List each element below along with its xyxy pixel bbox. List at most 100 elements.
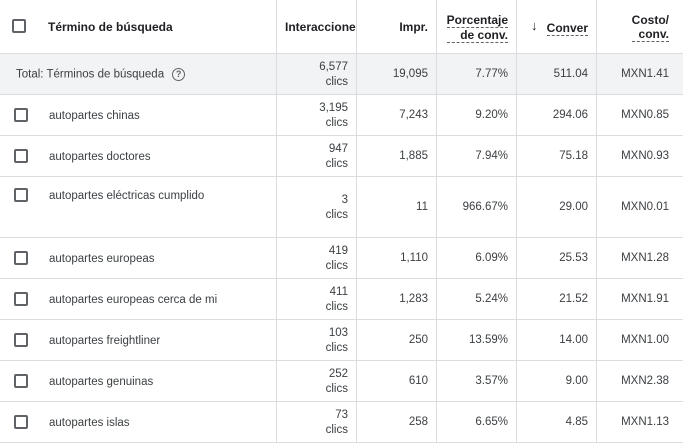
total-conv-rate-cell: 7.77% bbox=[437, 54, 517, 94]
header-cost[interactable]: Costo/ conv. bbox=[631, 13, 669, 42]
table-row[interactable]: autopartes europeas 419 clics 1,110 6.09… bbox=[0, 238, 683, 279]
interactions-wrap: 411 clics bbox=[326, 285, 348, 315]
cost-cell: MXN1.00 bbox=[597, 320, 683, 360]
header-cost-line1: Costo/ bbox=[631, 13, 669, 27]
cost-value: MXN1.91 bbox=[621, 293, 669, 305]
total-impr: 19,095 bbox=[392, 68, 428, 80]
interactions-wrap: 103 clics bbox=[326, 326, 348, 356]
interactions-value: 411 bbox=[329, 286, 348, 298]
header-interactions-cell: Interaccione bbox=[277, 0, 357, 53]
header-cost-cell: Costo/ conv. bbox=[597, 0, 683, 53]
interactions-value: 252 bbox=[328, 368, 348, 380]
cost-value: MXN0.93 bbox=[621, 150, 669, 162]
table-row[interactable]: autopartes eléctricas cumplido 3 clics 1… bbox=[0, 177, 683, 238]
row-checkbox[interactable] bbox=[14, 188, 28, 202]
conversions-cell: 294.06 bbox=[517, 95, 597, 135]
row-checkbox[interactable] bbox=[14, 333, 28, 347]
table-row[interactable]: autopartes europeas cerca de mi 411 clic… bbox=[0, 279, 683, 320]
row-checkbox[interactable] bbox=[14, 415, 28, 429]
impr-value: 250 bbox=[408, 334, 428, 346]
conversions-value: 25.53 bbox=[559, 252, 588, 264]
row-checkbox[interactable] bbox=[14, 374, 28, 388]
table-row[interactable]: autopartes genuinas 252 clics 610 3.57% … bbox=[0, 361, 683, 402]
sort-descending-arrow-icon[interactable]: ↓ bbox=[531, 18, 538, 33]
interactions-value: 103 bbox=[328, 327, 348, 339]
interactions-wrap: 947 clics bbox=[326, 142, 348, 172]
header-impr-cell: Impr. bbox=[357, 0, 437, 53]
conversions-cell: 21.52 bbox=[517, 279, 597, 319]
conv-rate-value: 9.20% bbox=[475, 109, 508, 121]
cost-value: MXN1.28 bbox=[621, 252, 669, 264]
search-term[interactable]: autopartes eléctricas cumplido bbox=[49, 190, 205, 202]
conversions-value: 21.52 bbox=[559, 293, 588, 305]
row-checkbox[interactable] bbox=[14, 149, 28, 163]
header-conversions[interactable]: Conver bbox=[546, 21, 588, 36]
header-term[interactable]: Término de búsqueda bbox=[48, 20, 173, 34]
search-term[interactable]: autopartes chinas bbox=[49, 110, 140, 122]
interactions-wrap: 252 clics bbox=[326, 367, 348, 397]
total-interactions-unit: clics bbox=[325, 76, 348, 88]
impr-cell: 1,885 bbox=[357, 136, 437, 176]
header-interactions[interactable]: Interaccione bbox=[285, 20, 356, 34]
header-conv-rate[interactable]: Porcentaje de conv. bbox=[446, 13, 508, 43]
conversions-value: 14.00 bbox=[559, 334, 588, 346]
cost-cell: MXN2.38 bbox=[597, 361, 683, 401]
interactions-cell: 419 clics bbox=[277, 238, 357, 278]
table-row[interactable]: autopartes doctores 947 clics 1,885 7.94… bbox=[0, 136, 683, 177]
search-term[interactable]: autopartes doctores bbox=[49, 151, 151, 163]
interactions-value: 73 bbox=[335, 409, 348, 421]
term-cell: autopartes genuinas bbox=[0, 361, 277, 401]
interactions-cell: 3,195 clics bbox=[277, 95, 357, 135]
impr-cell: 258 bbox=[357, 402, 437, 442]
total-interactions-wrap: 6,577 clics bbox=[319, 60, 348, 90]
term-cell: autopartes eléctricas cumplido bbox=[0, 177, 277, 237]
interactions-cell: 3 clics bbox=[277, 177, 357, 237]
conversions-value: 4.85 bbox=[565, 416, 588, 428]
header-impr[interactable]: Impr. bbox=[399, 20, 428, 34]
impr-value: 7,243 bbox=[399, 109, 428, 121]
conv-rate-value: 13.59% bbox=[468, 334, 508, 346]
select-all-checkbox[interactable] bbox=[12, 19, 26, 33]
conversions-cell: 14.00 bbox=[517, 320, 597, 360]
total-interactions: 6,577 bbox=[319, 61, 348, 73]
conversions-cell: 29.00 bbox=[517, 177, 597, 237]
conv-rate-cell: 6.09% bbox=[437, 238, 517, 278]
table-row[interactable]: autopartes islas 73 clics 258 6.65% 4.85… bbox=[0, 402, 683, 443]
row-checkbox[interactable] bbox=[14, 108, 28, 122]
cost-cell: MXN0.93 bbox=[597, 136, 683, 176]
table-row[interactable]: autopartes freightliner 103 clics 250 13… bbox=[0, 320, 683, 361]
table-row[interactable]: autopartes chinas 3,195 clics 7,243 9.20… bbox=[0, 95, 683, 136]
impr-value: 1,283 bbox=[399, 293, 428, 305]
search-term[interactable]: autopartes europeas bbox=[49, 253, 155, 265]
total-conversions: 511.04 bbox=[553, 68, 588, 80]
cost-cell: MXN1.13 bbox=[597, 402, 683, 442]
interactions-unit: clics bbox=[325, 383, 348, 395]
total-cost-cell: MXN1.41 bbox=[597, 54, 683, 94]
search-term[interactable]: autopartes europeas cerca de mi bbox=[49, 294, 218, 306]
cost-value: MXN1.00 bbox=[621, 334, 669, 346]
interactions-unit: clics bbox=[325, 342, 348, 354]
cost-value: MXN2.38 bbox=[621, 375, 669, 387]
help-icon[interactable]: ? bbox=[172, 68, 186, 81]
search-term[interactable]: autopartes freightliner bbox=[49, 335, 161, 347]
conversions-value: 29.00 bbox=[559, 201, 588, 213]
header-conv-rate-cell: Porcentaje de conv. bbox=[437, 0, 517, 53]
impr-cell: 1,110 bbox=[357, 238, 437, 278]
total-label-wrap: Total: Términos de búsqueda? bbox=[16, 68, 186, 81]
term-cell: autopartes doctores bbox=[0, 136, 277, 176]
row-checkbox[interactable] bbox=[14, 292, 28, 306]
total-cost: MXN1.41 bbox=[621, 68, 669, 80]
row-checkbox[interactable] bbox=[14, 251, 28, 265]
search-term[interactable]: autopartes islas bbox=[49, 417, 130, 429]
conv-rate-value: 5.24% bbox=[475, 293, 508, 305]
conv-rate-value: 6.09% bbox=[475, 252, 508, 264]
search-term[interactable]: autopartes genuinas bbox=[49, 376, 154, 388]
table-header: Término de búsqueda Interaccione Impr. P… bbox=[0, 0, 683, 54]
total-impr-cell: 19,095 bbox=[357, 54, 437, 94]
interactions-unit: clics bbox=[325, 158, 348, 170]
header-conv-rate-line1: Porcentaje bbox=[446, 13, 508, 28]
impr-cell: 250 bbox=[357, 320, 437, 360]
interactions-cell: 73 clics bbox=[277, 402, 357, 442]
interactions-value: 3 bbox=[341, 194, 348, 206]
interactions-wrap: 3 clics bbox=[326, 193, 348, 223]
